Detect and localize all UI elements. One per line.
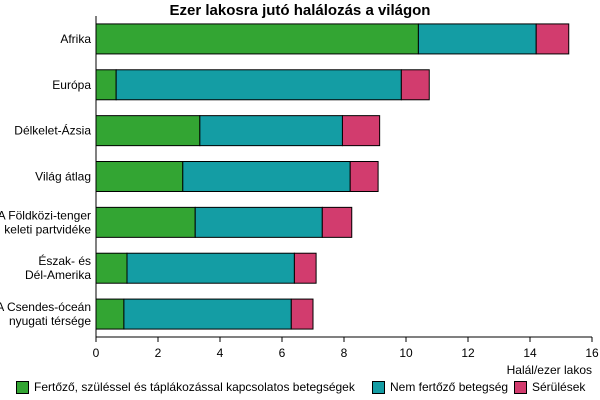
bar-segment-4-3 <box>349 161 379 192</box>
bar-segment-6-3 <box>293 252 317 284</box>
legend-item-injuries: Sérülések <box>514 380 585 394</box>
category-label-7: A Csendes-óceán nyugati térsége <box>0 300 91 328</box>
chart-title: Ezer lakosra jutó halálozás a világon <box>169 2 431 19</box>
x-tick-label-9: 16 <box>585 346 599 360</box>
x-tick-label-5: 8 <box>341 346 348 360</box>
x-tick-labels: 0 2 4 6 8 10 12 14 16 <box>93 346 599 360</box>
x-tick-label-6: 10 <box>399 346 413 360</box>
category-label-4: Világ átlag <box>35 170 91 184</box>
category-label-1: Afrika <box>60 32 91 46</box>
x-tick-label-8: 14 <box>523 346 537 360</box>
category-label-3: Délkelet-Ázsia <box>14 123 91 138</box>
legend-swatch-infectious <box>16 380 29 394</box>
legend-swatch-injuries <box>514 380 527 394</box>
legend-item-noncommunicable: Nem fertőző betegség <box>372 380 508 394</box>
bar-segment-5-3 <box>321 206 353 238</box>
bar-segment-2-1 <box>95 69 117 101</box>
bar-segment-7-1 <box>95 298 125 330</box>
bar-segment-3-2 <box>199 115 343 147</box>
bar-segment-7-3 <box>290 298 314 330</box>
legend-item-infectious: Fertőző, szüléssel és táplákozással kapc… <box>16 380 355 394</box>
bars-group <box>95 23 570 330</box>
bar-segment-3-1 <box>95 115 201 147</box>
legend-label-noncommunicable: Nem fertőző betegség <box>390 380 509 394</box>
category-label-5: A Földközi-tenger keleti partvidéke <box>0 208 91 236</box>
x-tick-label-4: 6 <box>279 346 286 360</box>
bar-segment-5-2 <box>194 206 323 238</box>
legend-label-infectious: Fertőző, szüléssel és táplákozással kapc… <box>34 380 355 394</box>
x-tick-label-3: 4 <box>217 346 224 360</box>
bar-segment-2-3 <box>400 69 430 101</box>
bar-segment-2-2 <box>115 69 402 101</box>
bar-segment-1-3 <box>535 23 570 55</box>
bar-segment-5-1 <box>95 206 196 238</box>
bar-segment-3-3 <box>341 115 381 147</box>
category-labels: Afrika Európa Délkelet-Ázsia Világ átlag A F… <box>0 32 91 328</box>
bar-segment-6-1 <box>95 252 128 284</box>
x-axis <box>95 16 593 342</box>
category-label-2: Európa <box>52 78 91 92</box>
legend-label-injuries: Sérülések <box>532 380 586 394</box>
bar-segment-6-2 <box>126 252 295 284</box>
bar-segment-1-2 <box>417 23 537 55</box>
bar-segment-7-2 <box>123 298 292 330</box>
x-tick-label-7: 12 <box>461 346 475 360</box>
legend-swatch-noncommunicable <box>372 380 385 394</box>
bar-segment-1-1 <box>95 23 419 55</box>
x-tick-label-1: 0 <box>93 346 100 360</box>
category-label-6: Észak- és Dél-Amerika <box>25 253 91 282</box>
bar-segment-4-2 <box>182 161 351 192</box>
bar-segment-4-1 <box>95 161 184 192</box>
x-tick-label-2: 2 <box>155 346 162 360</box>
x-axis-label: Halál/ezer lakos <box>507 363 592 377</box>
legend: Fertőző, szüléssel és táplákozással kapc… <box>16 380 600 398</box>
